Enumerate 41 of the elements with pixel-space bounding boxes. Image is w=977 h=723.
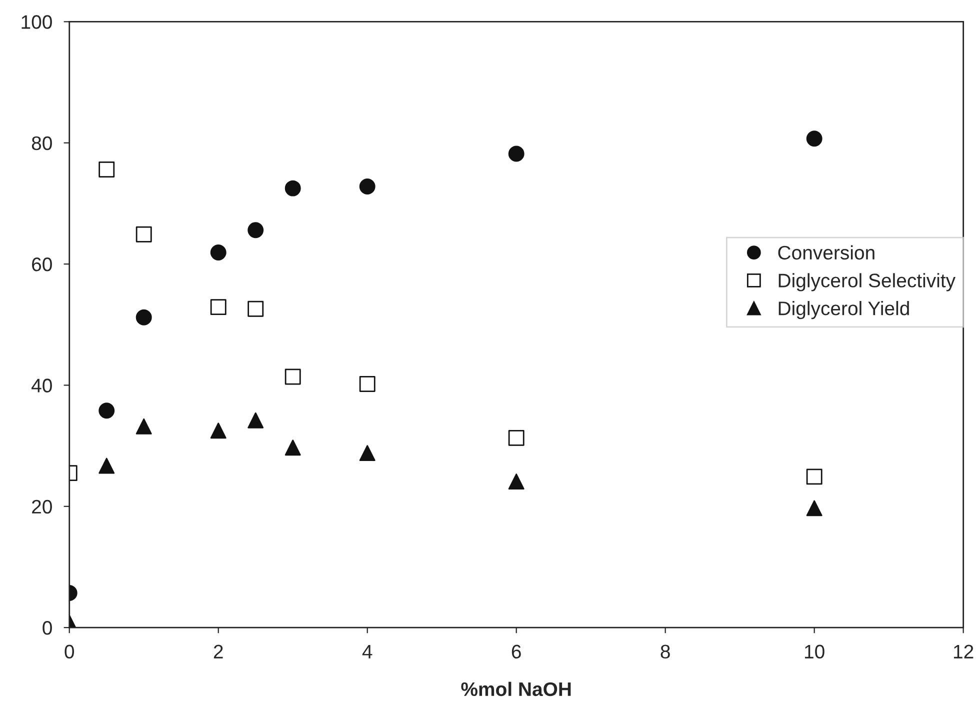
x-tick-label: 10: [805, 644, 824, 659]
x-tick-label: 2: [214, 644, 223, 658]
legend-label: Diglycerol Selectivity: [778, 273, 956, 292]
point: [136, 226, 152, 242]
point: [136, 418, 152, 434]
point: [248, 222, 264, 238]
point: [284, 440, 301, 456]
point: [210, 422, 226, 439]
x-tick-label: 0: [64, 644, 74, 659]
x-tick-label: 4: [362, 644, 372, 658]
x-tick-label: 6: [512, 644, 521, 659]
point: [136, 309, 152, 326]
point: [248, 300, 264, 317]
y-tick-label: 100: [22, 15, 52, 29]
y-tick-label: 60: [32, 258, 52, 272]
point: [508, 430, 524, 446]
point: [806, 500, 822, 516]
point: [98, 458, 115, 474]
x-tick-label: 12: [954, 644, 974, 658]
point: [359, 178, 376, 194]
point: [210, 244, 226, 261]
point: [98, 162, 115, 178]
y-tick-label: 20: [32, 500, 52, 514]
y-tick-label: 80: [32, 136, 52, 150]
legend-label: Diglycerol Yield: [778, 301, 909, 320]
point: [359, 445, 376, 462]
point: [284, 180, 301, 196]
legend-label: Conversion: [778, 245, 874, 260]
point: [508, 146, 524, 162]
y-tick-label: 40: [32, 378, 52, 392]
point: [508, 474, 524, 490]
point: [806, 130, 822, 147]
point: [248, 412, 264, 428]
point: [284, 368, 301, 385]
point: [98, 402, 115, 419]
point: [806, 468, 822, 485]
x-axis-title: %mol NaOH: [461, 682, 571, 696]
y-tick-label: 0: [42, 621, 52, 635]
point: [210, 299, 226, 316]
point: [359, 376, 376, 392]
x-tick-label: 8: [660, 644, 670, 659]
